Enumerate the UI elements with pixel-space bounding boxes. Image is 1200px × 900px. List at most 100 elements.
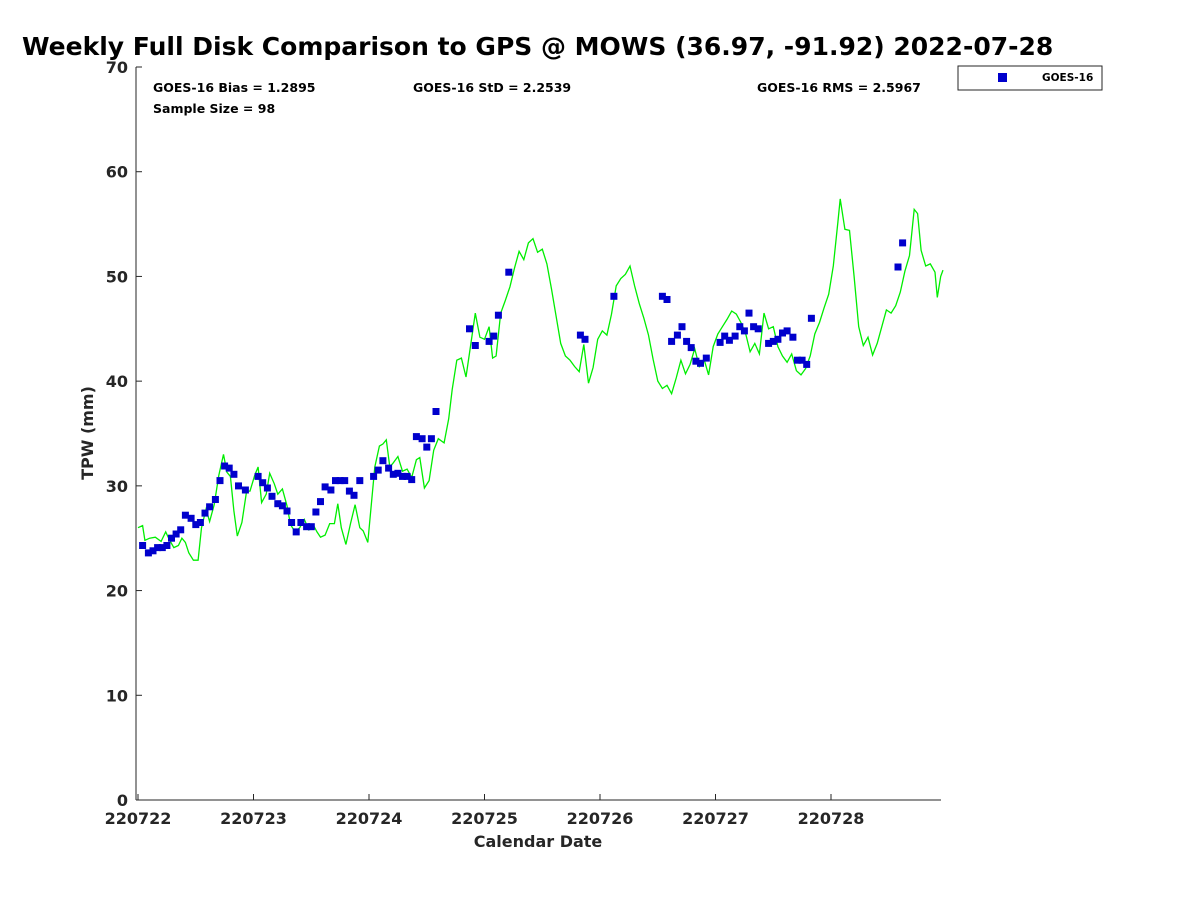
goes-point xyxy=(403,472,411,480)
goes-point xyxy=(794,356,801,364)
x-tick-label: 220724 xyxy=(336,809,403,828)
y-tick-label: 50 xyxy=(106,267,128,286)
goes-point xyxy=(697,359,704,367)
chart-title: Weekly Full Disk Comparison to GPS @ MOW… xyxy=(22,32,1053,61)
goes-point xyxy=(740,327,748,335)
goes-point xyxy=(297,519,305,526)
goes-point xyxy=(312,508,320,516)
goes-point xyxy=(725,336,733,344)
goes-point xyxy=(196,519,204,526)
legend-label: GOES-16 xyxy=(1042,72,1093,84)
goes-point xyxy=(668,337,676,345)
goes-point xyxy=(350,491,358,499)
legend: GOES-16 xyxy=(957,65,1103,91)
stats-annotations: GOES-16 Bias = 1.2895 GOES-16 StD = 2.25… xyxy=(153,80,921,116)
goes-point xyxy=(418,435,426,443)
goes-point xyxy=(765,339,773,347)
goes-point xyxy=(408,476,416,484)
y-tick-label: 70 xyxy=(106,58,128,77)
goes-point xyxy=(274,500,282,508)
goes-point xyxy=(899,239,907,247)
x-tick-label: 220722 xyxy=(105,809,172,828)
goes-point xyxy=(731,332,739,340)
y-tick-label: 40 xyxy=(106,372,128,391)
goes-point xyxy=(187,514,195,522)
goes-point xyxy=(225,464,233,472)
x-tick-label: 220723 xyxy=(220,809,287,828)
goes-point xyxy=(716,338,724,346)
goes-point xyxy=(721,332,729,340)
x-tick-label: 220726 xyxy=(567,809,634,828)
goes-point xyxy=(370,472,378,480)
goes-point xyxy=(673,331,681,339)
goes-point xyxy=(745,309,753,317)
goes-series xyxy=(139,239,907,557)
legend-box xyxy=(957,65,1103,91)
goes-point xyxy=(263,484,271,492)
goes-point xyxy=(278,502,286,510)
goes-point xyxy=(163,542,171,549)
x-tick-label: 220728 xyxy=(798,809,865,828)
plot-background xyxy=(136,67,941,800)
goes-point xyxy=(158,544,166,552)
goes-point xyxy=(307,523,315,531)
goes-point xyxy=(678,323,686,331)
goes-point xyxy=(230,470,238,478)
goes-point xyxy=(769,337,777,345)
goes-point xyxy=(466,325,473,333)
plot-area xyxy=(135,67,941,801)
goes-point xyxy=(356,477,364,485)
goes-point xyxy=(254,472,262,480)
goes-point xyxy=(385,464,393,472)
x-tick-label: 220725 xyxy=(451,809,518,828)
goes-point xyxy=(168,534,175,542)
goes-point xyxy=(505,268,513,276)
goes-point xyxy=(345,487,353,495)
goes-point xyxy=(211,496,219,503)
y-ticks: 0 10 20 30 40 50 60 70 xyxy=(106,58,142,810)
goes-point xyxy=(807,314,815,322)
rms-stat: GOES-16 RMS = 2.5967 xyxy=(757,80,921,95)
goes-point xyxy=(216,477,224,485)
goes-point xyxy=(427,435,435,443)
goes-point xyxy=(181,511,189,519)
goes-point xyxy=(779,329,786,337)
goes-point xyxy=(317,498,324,506)
goes-point xyxy=(610,292,618,300)
goes-point xyxy=(687,344,695,352)
y-tick-label: 20 xyxy=(106,582,128,601)
goes-point xyxy=(379,457,387,465)
goes-point xyxy=(389,470,397,478)
goes-point xyxy=(321,483,329,491)
goes-point xyxy=(423,443,431,451)
goes-point xyxy=(581,335,589,343)
bias-stat: GOES-16 Bias = 1.2895 xyxy=(153,80,315,95)
goes-point xyxy=(201,509,209,517)
goes-point xyxy=(576,331,584,339)
x-tick-label: 220727 xyxy=(682,809,749,828)
goes-point xyxy=(288,519,296,526)
goes-point xyxy=(241,486,249,494)
goes-point xyxy=(154,544,162,552)
goes-point xyxy=(192,521,200,529)
x-ticks: 220722 220723 220724 220725 220726 220727 2207… xyxy=(105,794,865,828)
goes-point xyxy=(327,486,335,494)
goes-point xyxy=(754,325,762,333)
y-tick-label: 30 xyxy=(106,477,128,496)
goes-point xyxy=(789,333,797,341)
goes-point xyxy=(702,354,710,362)
goes-point xyxy=(485,337,493,345)
goes-point xyxy=(139,542,147,549)
goes-point xyxy=(394,469,402,477)
goes-point xyxy=(663,296,671,303)
goes-point xyxy=(283,507,291,515)
goes-point xyxy=(332,477,339,485)
goes-point xyxy=(268,492,276,500)
goes-point xyxy=(206,503,214,511)
goes-point xyxy=(149,547,157,555)
y-axis-label: TPW (mm) xyxy=(78,386,97,480)
goes-point xyxy=(494,311,502,319)
goes-point xyxy=(292,528,300,536)
goes-point xyxy=(683,337,691,345)
